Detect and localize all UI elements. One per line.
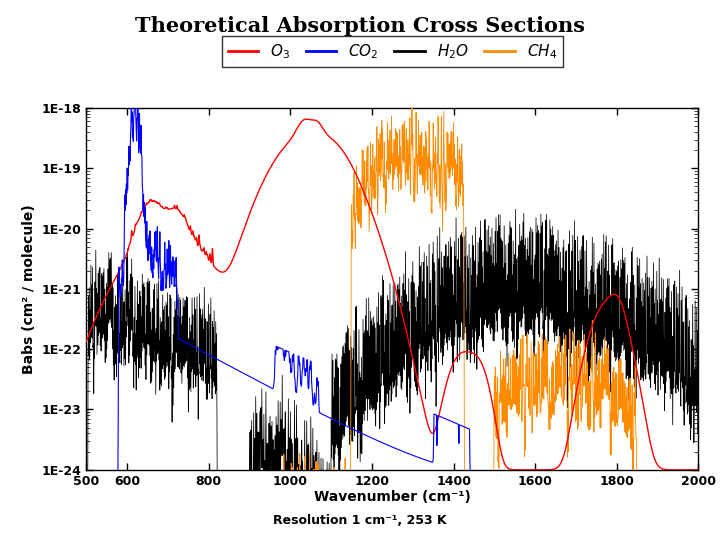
Text: Resolution 1 cm⁻¹, 253 K: Resolution 1 cm⁻¹, 253 K xyxy=(273,514,447,526)
Y-axis label: Babs (cm² / molecule): Babs (cm² / molecule) xyxy=(22,204,36,374)
Text: Theoretical Absorption Cross Sections: Theoretical Absorption Cross Sections xyxy=(135,16,585,36)
Legend: $O_3$, $CO_2$, $H_2O$, $CH_4$: $O_3$, $CO_2$, $H_2O$, $CH_4$ xyxy=(222,36,563,67)
X-axis label: Wavenumber (cm⁻¹): Wavenumber (cm⁻¹) xyxy=(314,490,471,504)
